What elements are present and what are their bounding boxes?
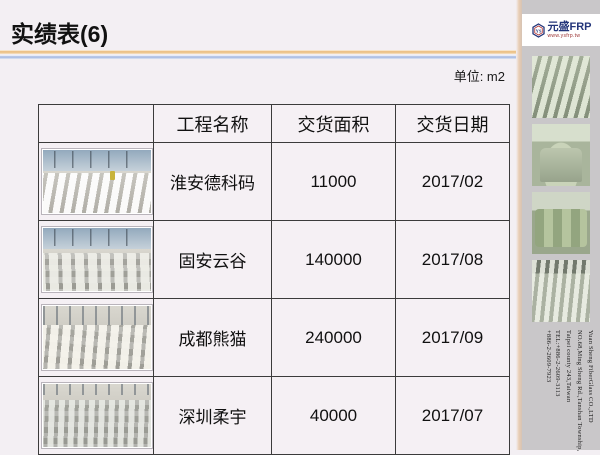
- cell-photo: [38, 142, 154, 221]
- performance-table: 工程名称 交货面积 交货日期 淮安德科码 11000: [38, 104, 510, 455]
- divider-blue: [0, 55, 519, 59]
- svg-text:YS: YS: [535, 28, 541, 33]
- address-line-city: Taipei county 243,Taiwan: [565, 330, 572, 403]
- cell-delivery-date: 2017/08: [395, 220, 510, 299]
- address-line-company: Yuan Sheng FiberGlass CO.,LTD: [587, 330, 594, 423]
- cell-project-name: 深圳柔宇: [153, 376, 272, 455]
- company-brand-name: 元盛FRP: [547, 20, 592, 33]
- cell-delivery-date: 2017/09: [395, 298, 510, 377]
- company-logo: YS 元盛FRP www.ysfrp.tw: [522, 14, 600, 46]
- cell-delivery-area: 11000: [271, 142, 396, 221]
- slide-canvas: 实绩表(6) 单位: m2 工程名称 交货面积 交货日期: [0, 21, 519, 455]
- cell-photo: [38, 220, 154, 299]
- page-title: 实绩表(6): [11, 21, 109, 47]
- cell-project-name: 淮安德科码: [153, 142, 272, 221]
- company-sidebar: YS 元盛FRP www.ysfrp.tw Yuan Sheng FiberGl…: [522, 0, 600, 452]
- cell-delivery-date: 2017/02: [395, 142, 510, 221]
- company-website: www.ysfrp.tw: [547, 32, 581, 39]
- cell-photo: [38, 298, 154, 377]
- sidebar-edge-strip: [516, 0, 522, 450]
- table-row: 固安云谷 140000 2017/08: [38, 220, 510, 299]
- column-header-delivery-date: 交货日期: [395, 104, 510, 143]
- cell-delivery-area: 240000: [271, 298, 396, 377]
- cell-project-name: 固安云谷: [153, 220, 272, 299]
- green-tank-array-photo: [532, 192, 590, 254]
- address-line-fax: +886-2-2609-7923: [545, 330, 552, 383]
- company-address-block: Yuan Sheng FiberGlass CO.,LTD NO.68,Ming…: [522, 330, 600, 452]
- table-row: 淮安德科码 11000 2017/02: [38, 142, 510, 221]
- project-photo-chengdu: [42, 305, 152, 370]
- table-row: 成都熊猫 240000 2017/09: [38, 298, 510, 377]
- project-photo-huaian: [42, 149, 152, 214]
- column-header-project-name: 工程名称: [153, 104, 272, 143]
- column-header-photo: [38, 104, 154, 143]
- production-floor-photo: [532, 260, 590, 322]
- project-photo-guan: [42, 227, 152, 292]
- table-row: 深圳柔宇 40000 2017/07: [38, 376, 510, 455]
- cell-project-name: 成都熊猫: [153, 298, 272, 377]
- fiberglass-tank-photo: [532, 124, 590, 186]
- cell-delivery-area: 40000: [271, 376, 396, 455]
- cell-photo: [38, 376, 154, 455]
- address-line-street: NO.68,Ming Sheng Rd.,Tanshan Township,: [576, 330, 583, 452]
- factory-ceiling-photo: [532, 56, 590, 118]
- column-header-delivery-area: 交货面积: [271, 104, 396, 143]
- cell-delivery-area: 140000: [271, 220, 396, 299]
- divider-gold: [0, 50, 519, 54]
- table-header-row: 工程名称 交货面积 交货日期: [38, 104, 510, 143]
- cell-delivery-date: 2017/07: [395, 376, 510, 455]
- address-line-tel: TEL:+886-2-2609-3113: [554, 330, 561, 397]
- unit-note: 单位: m2: [453, 69, 505, 84]
- project-photo-shenzhen: [42, 383, 152, 448]
- ys-hexagon-icon: YS: [531, 22, 546, 38]
- performance-table-wrapper: 工程名称 交货面积 交货日期 淮安德科码 11000: [38, 104, 510, 455]
